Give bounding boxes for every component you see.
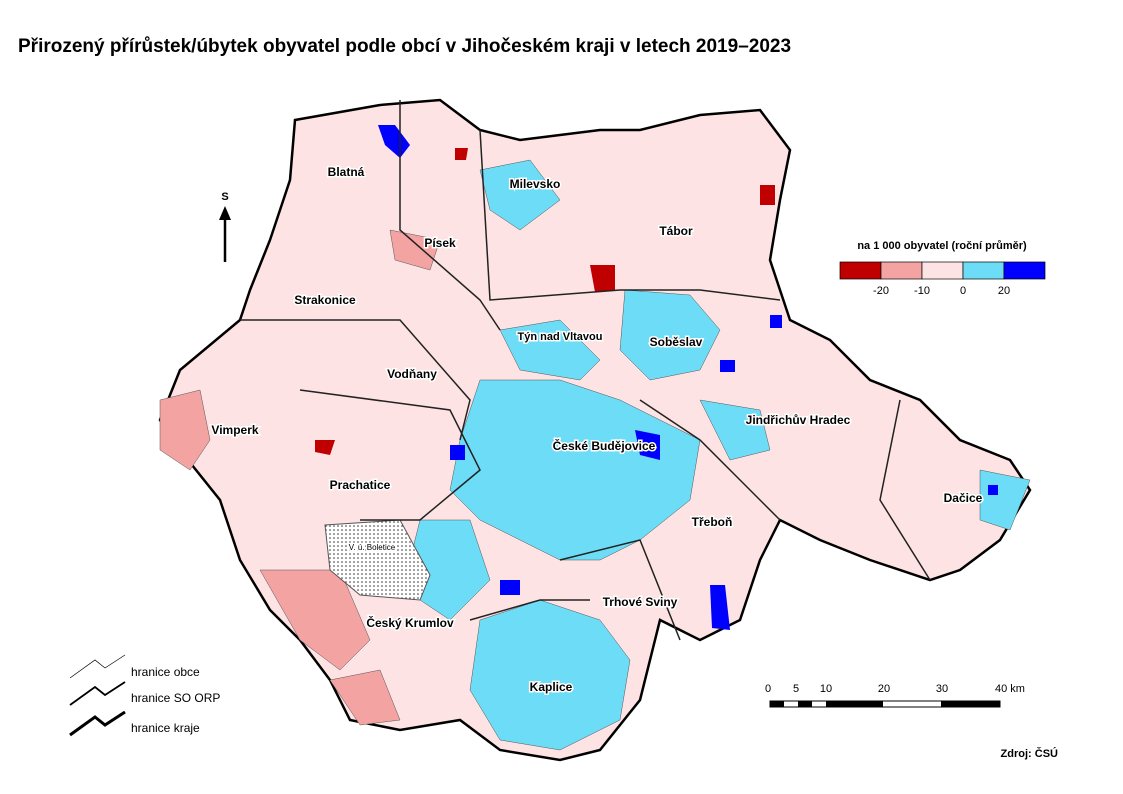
boundary-label: hranice kraje — [131, 721, 200, 735]
place-label: Český Krumlov — [366, 615, 454, 630]
boundary-label: hranice obce — [131, 665, 200, 679]
boundary-label: hranice SO ORP — [131, 691, 220, 705]
legend-swatch — [839, 261, 882, 280]
scale-label: 40 km — [995, 683, 1025, 695]
place-label: Strakonice — [294, 293, 356, 307]
north-label: S — [221, 191, 228, 203]
place-labels: Blatná Milevsko Písek Tábor Strakonice T… — [210, 164, 984, 696]
place-label: Kaplice — [530, 680, 573, 694]
place-label: Vodňany — [387, 367, 437, 381]
place-label: Třeboň — [692, 515, 733, 529]
place-label: Vimperk — [211, 423, 258, 437]
place-label: Tábor — [659, 224, 693, 238]
legend-label: 0 — [960, 285, 966, 297]
scale-label: 0 — [765, 683, 771, 695]
legend-swatch — [921, 261, 964, 280]
title: Přirozený přírůstek/úbytek obyvatel podl… — [18, 36, 791, 57]
legend-label: 20 — [998, 285, 1010, 297]
place-label: České Budějovice — [553, 438, 656, 453]
place-label: Prachatice — [330, 478, 391, 492]
legend-swatch — [1003, 261, 1046, 280]
place-label: Blatná — [328, 165, 365, 179]
legend-title: na 1 000 obyvatel (roční průměr) — [857, 240, 1027, 252]
place-label: Trhové Sviny — [603, 595, 678, 609]
place-label: Písek — [424, 236, 456, 250]
region — [158, 98, 1032, 762]
legend: na 1 000 obyvatel (roční průměr) -20 -10 0… — [839, 240, 1046, 297]
scale-label: 20 — [878, 683, 890, 695]
north-head — [219, 206, 231, 220]
legend-swatch — [880, 261, 923, 280]
place-label: Milevsko — [510, 177, 561, 191]
legend-swatch — [962, 261, 1005, 280]
place-label: Dačice — [944, 491, 983, 505]
scale-label: 30 — [936, 683, 948, 695]
place-label: Soběslav — [650, 335, 703, 349]
place-label: Týn nad Vltavou — [518, 331, 603, 343]
place-label: Jindřichův Hradec — [746, 413, 851, 427]
place-label: V. ú. Boletice — [349, 543, 396, 552]
boundary-legend: hranice obce hranice SO ORP hranice kraj… — [69, 654, 220, 737]
scale-bar: 0 5 10 20 30 40 km — [765, 683, 1025, 708]
north-arrow: S — [219, 191, 231, 262]
scale-label: 5 — [793, 683, 799, 695]
scale-label: 10 — [820, 683, 832, 695]
legend-label: -20 — [873, 285, 889, 297]
source: Zdroj: ČSÚ — [1001, 747, 1058, 760]
legend-label: -10 — [914, 285, 930, 297]
